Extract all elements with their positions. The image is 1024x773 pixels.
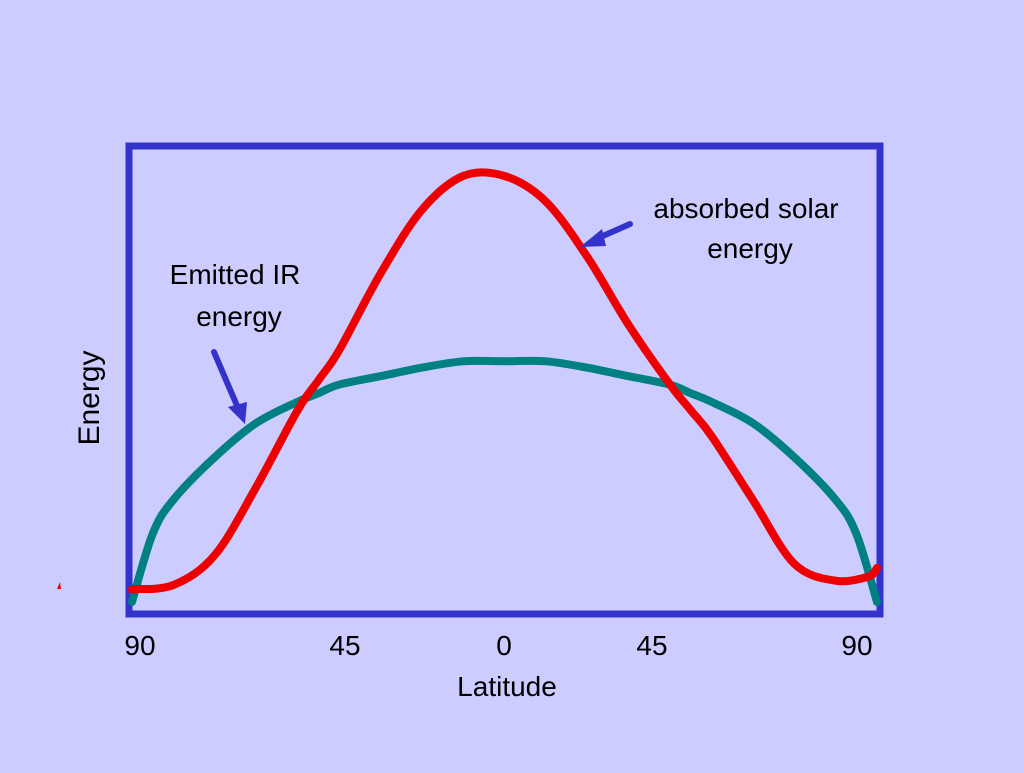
- arrow-ir-shaft: [211, 349, 241, 411]
- annotation-absorbed-solar: absorbed solar energy: [580, 193, 839, 264]
- x-tick-label: 90: [124, 630, 155, 661]
- x-tick-label: 45: [636, 630, 667, 661]
- arrow-ir-head: [228, 402, 247, 424]
- series-line-absorbed-solar: [128, 168, 881, 594]
- annotation-emitted-ir: Emitted IR energy: [170, 259, 301, 424]
- x-axis-label: Latitude: [457, 671, 557, 702]
- stray-mark: [57, 582, 61, 589]
- annotation-solar-line-2: energy: [707, 233, 793, 264]
- x-tick-label: 90: [841, 630, 872, 661]
- x-tick-label: 0: [496, 630, 512, 661]
- x-tick-label: 45: [329, 630, 360, 661]
- plot-frame: [125, 142, 884, 618]
- arrow-solar-head: [580, 229, 606, 247]
- annotation-ir-line-2: energy: [196, 301, 282, 332]
- series-line-emitted-ir: [128, 356, 881, 606]
- annotation-solar-line-1: absorbed solar: [653, 193, 838, 224]
- y-axis-label: Energy: [73, 350, 106, 445]
- annotation-ir-line-1: Emitted IR: [170, 259, 301, 290]
- x-tick-labels: 90 45 0 45 90: [124, 630, 872, 661]
